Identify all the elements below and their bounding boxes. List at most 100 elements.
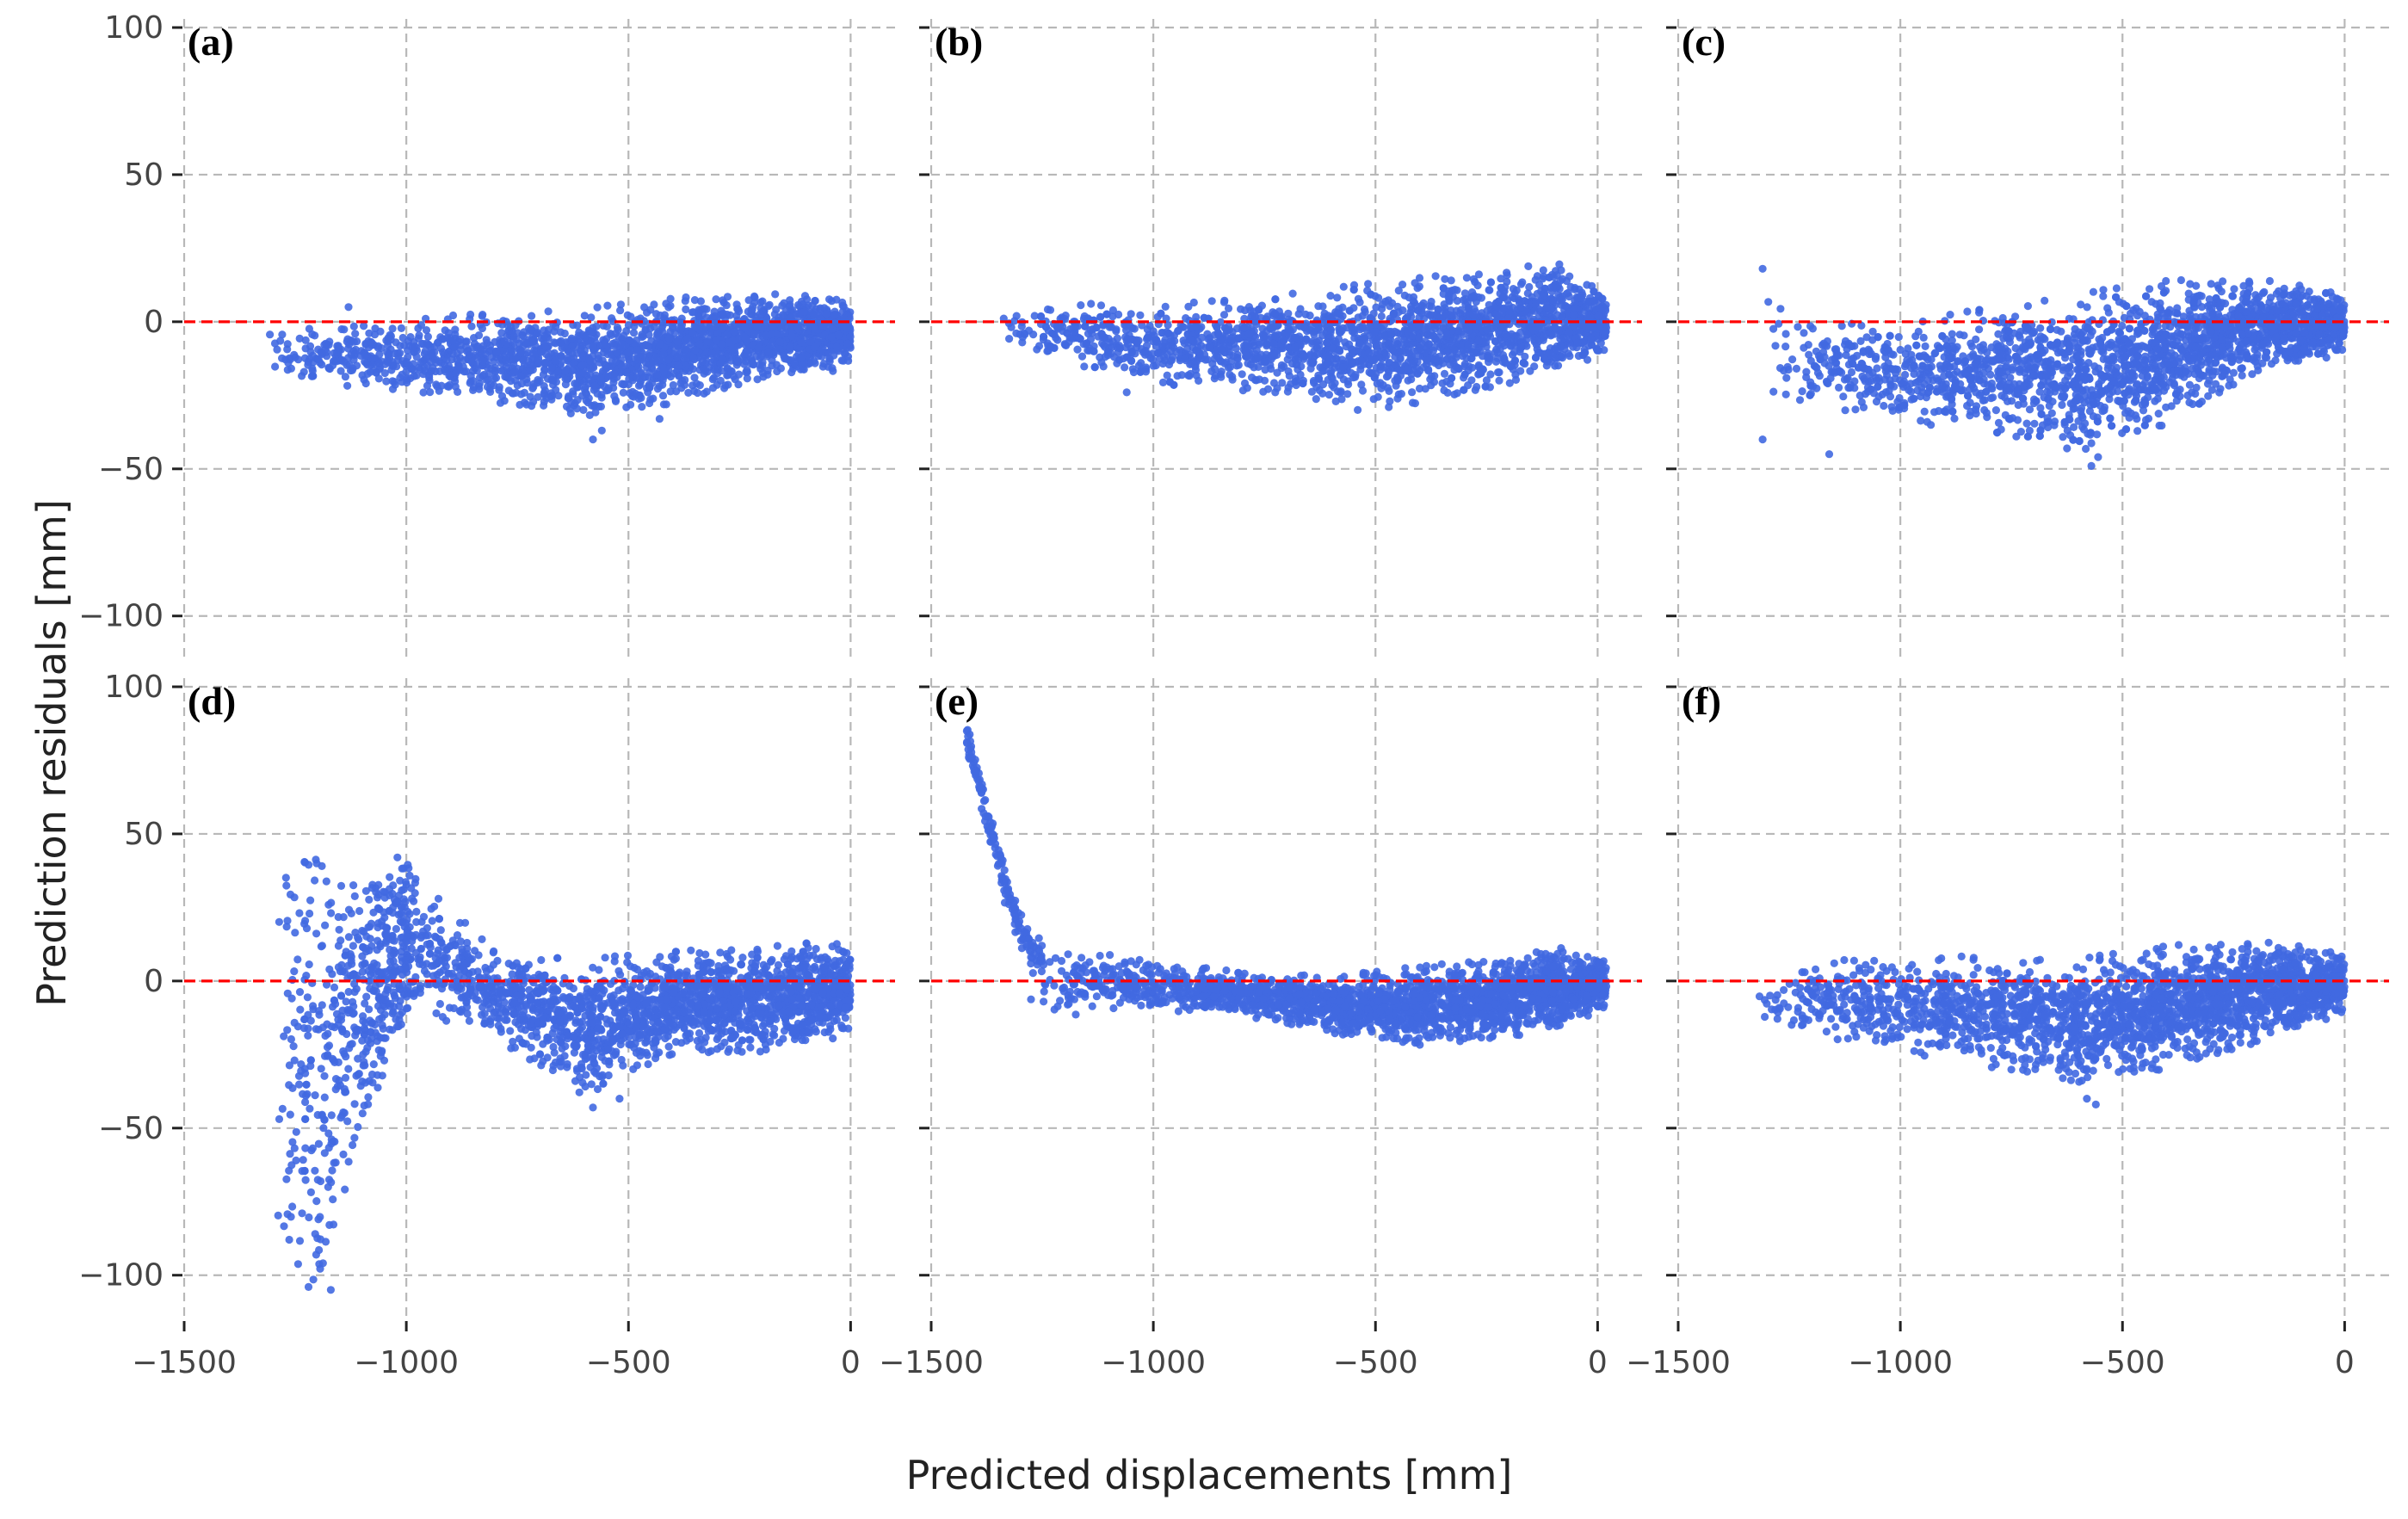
scatter-point <box>640 303 649 312</box>
scatter-point <box>689 355 698 363</box>
scatter-point <box>750 293 759 302</box>
y-tick-label: 50 <box>124 157 164 193</box>
scatter-point <box>419 388 428 397</box>
scatter-point <box>1393 375 1402 384</box>
scatter-point <box>1443 347 1452 356</box>
scatter-point <box>1370 328 1379 337</box>
scatter-point <box>1041 323 1051 331</box>
scatter-point <box>1386 302 1394 311</box>
scatter-point <box>575 328 583 337</box>
scatter-point <box>1385 386 1393 395</box>
scatter-point <box>1122 388 1131 397</box>
scatter-point <box>515 339 523 348</box>
scatter-point <box>719 309 727 318</box>
scatter-point <box>1331 397 1340 405</box>
scatter-point <box>504 386 513 395</box>
scatter-point <box>793 324 802 333</box>
scatter-point <box>1153 349 1163 357</box>
scatter-point <box>1324 351 1333 360</box>
scatter-point <box>1525 282 1534 292</box>
scatter-point <box>560 329 569 338</box>
scatter-point <box>777 324 786 332</box>
scatter-point <box>1477 293 1485 302</box>
scatter-point <box>710 364 719 373</box>
scatter-point <box>1360 305 1369 314</box>
scatter-point <box>589 343 597 351</box>
scatter-point <box>1411 279 1419 287</box>
scatter-point <box>645 382 654 392</box>
scatter-point <box>1465 326 1473 335</box>
scatter-point <box>609 378 618 386</box>
scatter-point <box>830 311 839 319</box>
scatter-point <box>1493 354 1502 362</box>
scatter-point <box>750 330 758 339</box>
scatter-point <box>1388 345 1397 355</box>
scatter-point <box>1518 278 1527 287</box>
scatter-point <box>1192 346 1201 355</box>
scatter-point <box>619 388 627 397</box>
scatter-point <box>495 383 503 392</box>
scatter-point <box>1589 324 1597 332</box>
scatter-point <box>544 307 553 316</box>
scatter-point <box>780 352 788 361</box>
scatter-point <box>423 332 432 341</box>
scatter-point <box>1312 395 1320 404</box>
scatter-point <box>680 380 689 389</box>
scatter-point <box>1315 374 1324 383</box>
scatter-point <box>1590 287 1598 296</box>
scatter-point <box>838 345 847 354</box>
scatter-point <box>500 397 509 405</box>
scatter-point <box>444 329 453 337</box>
scatter-point <box>1203 330 1212 338</box>
scatter-point <box>1324 358 1332 367</box>
scatter-point <box>1584 312 1592 321</box>
scatter-point <box>756 298 765 306</box>
scatter-point <box>1143 325 1152 334</box>
scatter-point <box>1338 303 1347 312</box>
scatter-point <box>796 365 806 374</box>
scatter-point <box>589 435 597 444</box>
scatter-point <box>1393 337 1402 345</box>
scatter-point <box>1542 303 1551 312</box>
scatter-point <box>1270 309 1279 318</box>
scatter-point <box>1510 348 1519 356</box>
scatter-point <box>1220 324 1230 332</box>
scatter-point <box>1192 322 1201 330</box>
scatter-point <box>1033 345 1041 354</box>
scatter-point <box>578 361 588 369</box>
scatter-point <box>1112 327 1121 336</box>
scatter-point <box>1312 343 1321 352</box>
scatter-point <box>1098 333 1107 342</box>
scatter-point <box>330 349 338 357</box>
scatter-point <box>1452 306 1460 315</box>
scatter-point <box>541 359 550 367</box>
scatter-point <box>1012 312 1021 320</box>
scatter-point <box>725 311 735 319</box>
scatter-point <box>529 398 538 406</box>
scatter-point <box>617 339 626 348</box>
scatter-point <box>604 386 613 394</box>
scatter-point <box>490 357 498 366</box>
scatter-point <box>480 370 489 379</box>
scatter-point <box>1243 384 1251 392</box>
scatter-point <box>1506 337 1516 346</box>
scatter-point <box>397 324 405 332</box>
scatter-point <box>492 348 501 356</box>
scatter-point <box>1474 270 1483 279</box>
scatter-point <box>1431 272 1440 281</box>
scatter-point <box>1335 346 1343 355</box>
scatter-point <box>722 301 731 310</box>
scatter-point <box>602 322 611 330</box>
scatter-point <box>454 387 462 396</box>
scatter-point <box>278 330 287 339</box>
scatter-point <box>1128 324 1137 332</box>
scatter-point <box>675 371 683 380</box>
scatter-point <box>1269 339 1278 348</box>
scatter-point <box>1136 311 1145 319</box>
scatter-point <box>266 330 275 339</box>
scatter-point <box>383 348 392 356</box>
scatter-point <box>1244 303 1253 312</box>
scatter-point <box>1255 306 1263 314</box>
scatter-point <box>586 356 595 366</box>
scatter-point <box>426 388 435 397</box>
